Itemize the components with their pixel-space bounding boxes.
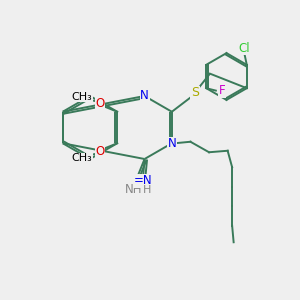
Text: O: O: [96, 145, 105, 158]
Text: F: F: [218, 84, 225, 97]
Text: H: H: [143, 185, 152, 195]
Text: S: S: [191, 86, 199, 99]
Text: N: N: [168, 137, 177, 150]
Text: CH₃: CH₃: [71, 92, 92, 102]
Text: N: N: [140, 89, 149, 102]
Text: =N: =N: [134, 174, 152, 187]
Text: Cl: Cl: [238, 41, 250, 55]
Text: NH: NH: [125, 183, 143, 196]
Text: CH₃: CH₃: [71, 153, 92, 163]
Text: O: O: [96, 97, 105, 110]
